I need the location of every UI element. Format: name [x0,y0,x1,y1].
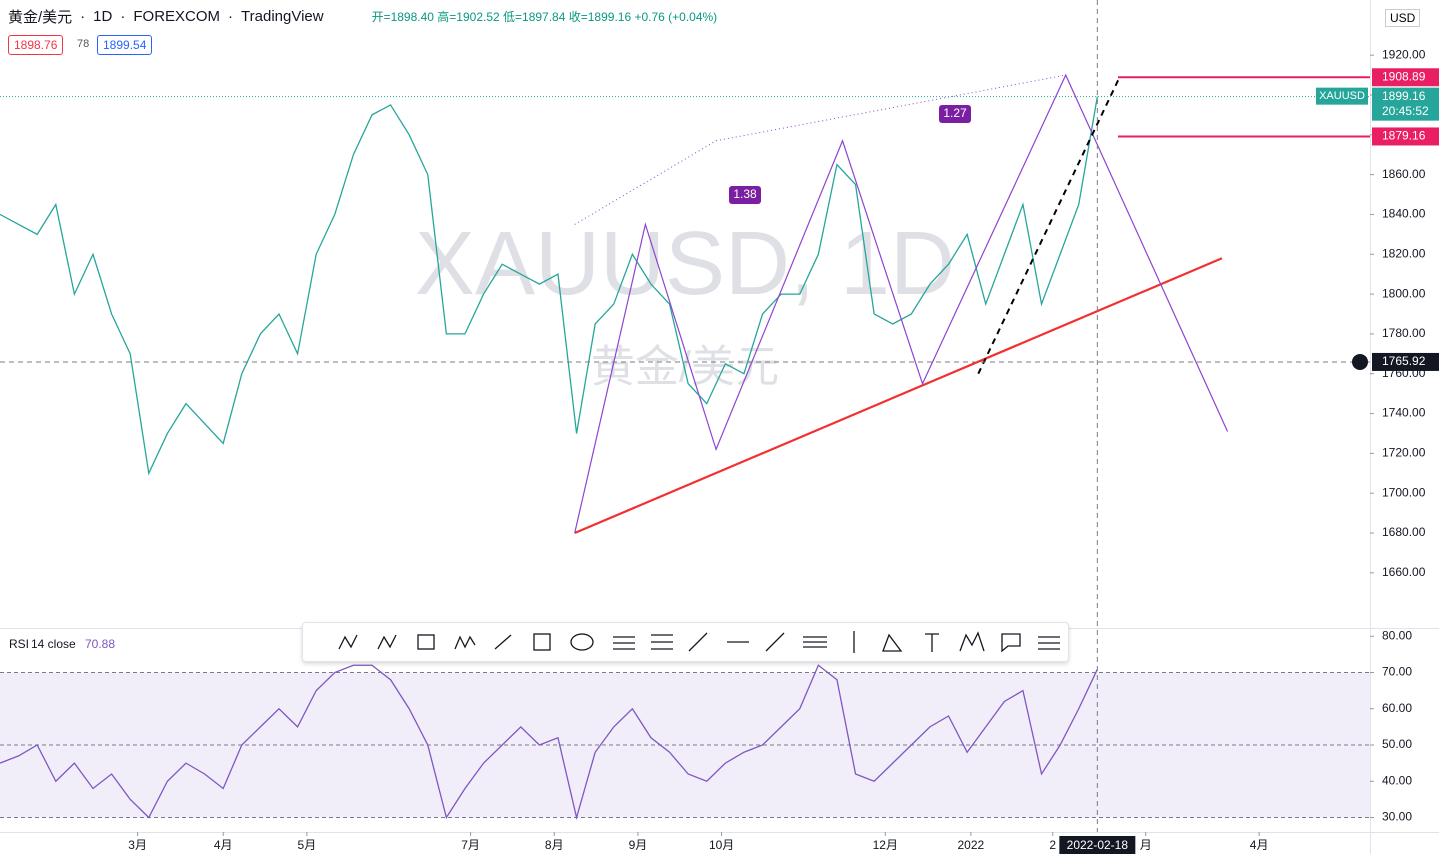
symbol-tag-label: XAUUSD [1319,90,1365,102]
rsi-tick-label: 80.00 [1382,628,1412,642]
tool-arrow[interactable] [765,632,785,652]
x-tick-label: 2022 [958,838,985,852]
ohlc: 开=1898.40 高=1902.52 低=1897.84 收=1899.16 … [371,10,718,24]
x-tick-label: 2 [1049,838,1056,852]
ratio-badge [729,186,761,204]
x-tick-label: 12月 [873,838,898,852]
crosshair-label: 1765.92 [1382,354,1426,368]
ratio-label: 1.38 [733,187,757,201]
crosshair-tag [1372,352,1439,371]
crosshair-plus [1352,353,1368,370]
rsi-value: 70.88 [85,637,115,651]
tool-fib-ext[interactable] [651,634,673,650]
price-line [0,96,1098,476]
tool-callout[interactable] [1001,633,1021,653]
tool-projection[interactable] [882,633,903,652]
tool-head[interactable] [417,634,435,650]
y-tick-label: 1680.00 [1382,525,1426,539]
tool-elliott[interactable] [959,631,985,652]
ratio-line [574,140,717,225]
rsi-title: RSI [9,637,29,651]
date-label: 2022-02-18 [1067,838,1129,852]
tool-xabcd[interactable] [338,634,358,650]
tool-ellipse[interactable] [570,633,594,651]
watermark: XAUUSD, 1D [415,214,955,314]
currency-select[interactable]: USD [1385,9,1421,27]
symbol-tag [1316,87,1368,105]
spread: 78 [77,38,90,50]
rsi-tick-label: 30.00 [1382,810,1412,824]
tool-triangle[interactable] [494,634,512,650]
level-label: 1879.16 [1382,129,1426,143]
tool-trend[interactable] [688,632,708,652]
x-tick-label: 4月 [1250,838,1269,852]
trendline [574,257,1223,535]
y-tick-label: 1920.00 [1382,47,1426,61]
tool-more[interactable] [1038,636,1060,650]
tool-text[interactable] [925,633,939,652]
header: 黄金/美元 · 1D · FOREXCOM · TradingView 开=1898.… [8,8,718,26]
x-tick-label: 8月 [545,838,564,852]
exchange: FOREXCOM [133,8,221,25]
x-tick-label: 9月 [629,838,648,852]
ask[interactable]: 1899.54 [97,35,153,55]
x-tick-label: 3月 [128,838,147,852]
y-tick-label: 1840.00 [1382,207,1426,221]
time-border [0,832,1439,833]
interval[interactable]: 1D [93,8,113,25]
ratio-badge [939,105,971,123]
y-tick-label: 1700.00 [1382,485,1426,499]
price-tag [1372,87,1439,121]
drawing-toolbar [302,622,1069,662]
tool-channel[interactable] [803,636,827,648]
bid[interactable]: 1898.76 [8,35,64,55]
y-tick-label: 1800.00 [1382,286,1426,300]
y-tick-label: 1820.00 [1382,246,1426,260]
level-tag [1372,68,1439,87]
rsi-tick-label: 60.00 [1382,701,1412,715]
y-tick-label: 1780.00 [1382,326,1426,340]
pattern [574,73,1229,534]
ratio-line [715,74,1066,142]
symbol[interactable]: 黄金/美元 [8,9,73,26]
level-tag [1372,127,1439,146]
ratio-label: 1.27 [943,106,967,120]
y-tick-label: 1720.00 [1382,446,1426,460]
x-tick-label: 10月 [709,838,734,852]
rsi-line [0,664,1098,821]
countdown: 20:45:52 [1382,104,1429,118]
tool-cypher[interactable] [377,634,397,650]
toolbar-icons [338,631,1060,653]
axis-border [1370,0,1371,854]
rsi-tick-label: 40.00 [1382,773,1412,787]
y-tick-label: 1740.00 [1382,406,1426,420]
date-tag [1059,836,1136,854]
x-tick-label: 7月 [461,838,480,852]
rsi-tick-label: 50.00 [1382,737,1412,751]
x-tick-label: 4月 [214,838,233,852]
level-label: 1908.89 [1382,69,1426,83]
tool-fib[interactable] [613,636,635,650]
y-tick-label: 1660.00 [1382,565,1426,579]
y-tick-label: 1860.00 [1382,167,1426,181]
tool-abcd[interactable] [454,635,476,650]
projection [977,76,1121,375]
brand: TradingView [241,8,324,25]
rsi-params: 14 close [31,637,76,651]
tool-rect[interactable] [533,633,551,651]
price-tag-label: 1899.16 [1382,89,1426,103]
rsi-tick-label: 70.00 [1382,665,1412,679]
x-tick-label: 月 [1140,838,1152,852]
x-tick-label: 5月 [298,838,317,852]
